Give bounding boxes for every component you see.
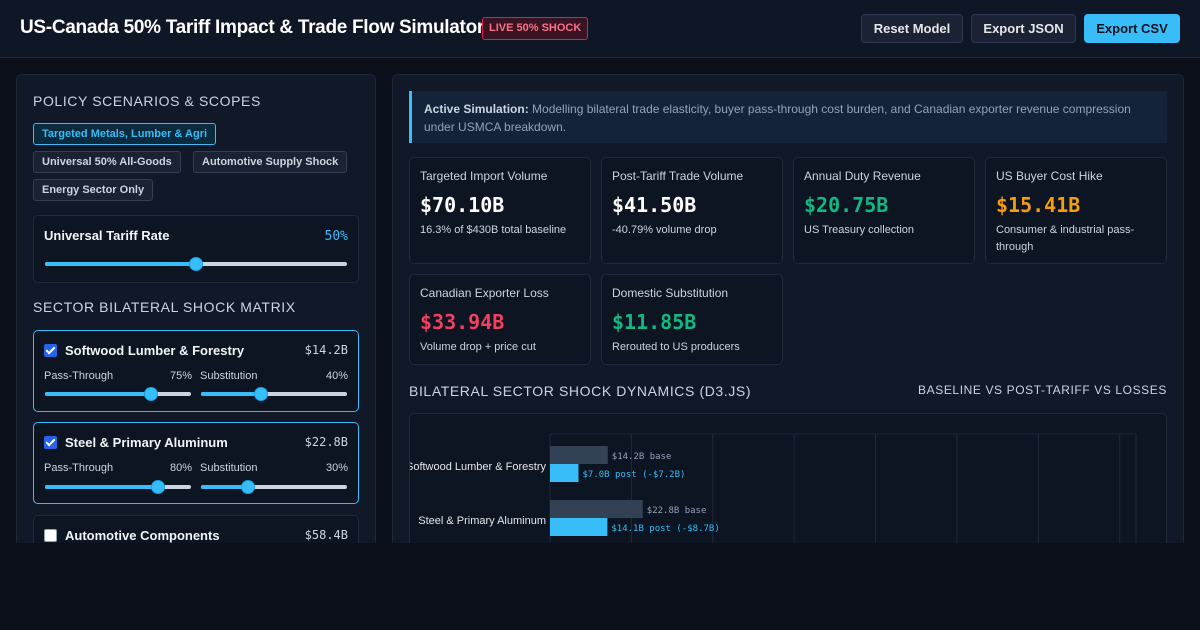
live-shock-badge: LIVE 50% SHOCK [482,17,589,40]
metric-label: Canadian Exporter Loss [420,286,549,300]
metric-label: Annual Duty Revenue [804,169,921,183]
chart-subtitle: BASELINE VS POST-TARIFF VS LOSSES [918,383,1167,397]
tariff-rate-control: Universal Tariff Rate 50% [33,215,359,283]
top-bar: US-Canada 50% Tariff Impact & Trade Flow… [0,0,1200,58]
simulation-banner-text: Active Simulation: Modelling bilateral t… [424,100,1144,136]
metric-card-buyer-cost: US Buyer Cost Hike $15.41B Consumer & in… [985,157,1167,264]
slider-fill [201,485,248,489]
sector-automotive-checkbox[interactable] [44,529,57,542]
chart-title: BILATERAL SECTOR SHOCK DYNAMICS (D3.JS) [409,383,752,399]
slider-thumb[interactable] [144,387,158,401]
export-csv-button[interactable]: Export CSV [1084,14,1180,43]
slider-track [201,485,347,489]
chart-data-label: $14.2B base [612,452,672,462]
sector-card-steel: Steel & Primary Aluminum $22.8B Pass-Thr… [33,422,359,504]
matrix-title: SECTOR BILATERAL SHOCK MATRIX [33,299,296,315]
scenarios-title: POLICY SCENARIOS & SCOPES [33,93,261,109]
simulation-banner: Active Simulation: Modelling bilateral t… [409,91,1167,143]
metric-note: Rerouted to US producers [612,341,740,353]
sector-steel-pass-label: Pass-Through [44,462,114,474]
slider-thumb[interactable] [150,480,165,494]
chart-bar [550,464,579,482]
chart-data-label: $7.0B post (-$7.2B) [582,470,685,480]
metric-label: US Buyer Cost Hike [996,169,1103,183]
metric-label: Post-Tariff Trade Volume [612,169,744,183]
metric-note: Consumer & industrial pass-through [996,224,1135,253]
sector-steel-pass-slider[interactable] [45,480,191,494]
metric-value: $11.85B [612,310,697,334]
shock-dynamics-chart: Softwood Lumber & Forestry $14.2B base $7.… [409,413,1167,543]
sector-lumber-name: Softwood Lumber & Forestry [65,343,245,358]
sector-lumber-pass-label: Pass-Through [44,370,114,382]
chart-bar [550,446,608,464]
metric-value: $33.94B [420,310,505,334]
slider-fill [45,485,158,489]
sector-lumber-value: $14.2B [304,343,348,357]
sector-lumber-sub-value: 40% [325,370,348,382]
sector-lumber-pass-value: 75% [169,370,192,382]
tariff-rate-slider-thumb[interactable] [189,257,203,271]
sector-lumber-checkbox[interactable] [44,344,57,357]
metric-note: 16.3% of $430B total baseline [420,224,567,236]
metric-card-exporter-loss: Canadian Exporter Loss $33.94B Volume dr… [409,274,591,365]
scenario-chip-energy[interactable]: Energy Sector Only [33,179,154,201]
sector-card-automotive: Automotive Components $58.4B [33,515,359,543]
reset-model-button[interactable]: Reset Model [861,14,963,43]
metric-card-duty-revenue: Annual Duty Revenue $20.75B US Treasury … [793,157,975,264]
metric-value: $70.10B [420,193,505,217]
tariff-rate-value: 50% [324,229,348,244]
metric-card-post-tariff: Post-Tariff Trade Volume $41.50B -40.79%… [601,157,783,264]
metric-note: Volume drop + price cut [420,341,536,353]
slider-thumb[interactable] [253,387,268,401]
sector-automotive-name: Automotive Components [65,528,220,543]
slider-thumb[interactable] [240,480,255,494]
chart-data-label: $22.8B base [647,506,707,516]
sector-lumber-pass-slider[interactable] [45,387,191,401]
chart-category-label: Softwood Lumber & Forestry [410,461,546,473]
banner-bold: Active Simulation: [424,102,529,116]
chart-svg: Softwood Lumber & Forestry $14.2B base $7.… [410,433,1137,543]
sector-steel-sub-slider[interactable] [201,480,347,494]
metric-value: $15.41B [996,193,1081,217]
slider-track [201,392,347,396]
metric-note: US Treasury collection [804,224,915,236]
sector-automotive-value: $58.4B [304,528,348,542]
sector-steel-sub-value: 30% [325,462,348,474]
slider-fill [45,392,151,396]
metric-card-substitution: Domestic Substitution $11.85B Rerouted t… [601,274,783,365]
sector-card-lumber: Softwood Lumber & Forestry $14.2B Pass-T… [33,330,359,412]
metric-value: $20.75B [804,193,889,217]
sector-steel-value: $22.8B [304,435,348,449]
metric-note: -40.79% volume drop [612,224,717,236]
tariff-rate-label: Universal Tariff Rate [44,228,170,243]
chart-bar [550,518,608,536]
sector-steel-name: Steel & Primary Aluminum [65,435,228,450]
scenario-chip-targeted[interactable]: Targeted Metals, Lumber & Agri [33,123,217,145]
metric-label: Targeted Import Volume [420,169,548,183]
results-panel: Active Simulation: Modelling bilateral t… [392,74,1184,543]
app-title: US-Canada 50% Tariff Impact & Trade Flow… [20,17,484,38]
tariff-rate-slider-fill [45,262,196,266]
metric-card-import-volume: Targeted Import Volume $70.10B 16.3% of … [409,157,591,264]
sector-lumber-sub-slider[interactable] [201,387,347,401]
slider-fill [201,392,261,396]
metric-label: Domestic Substitution [612,286,729,300]
content-viewport: POLICY SCENARIOS & SCOPES Targeted Metal… [0,58,1200,543]
scenario-chip-universal[interactable]: Universal 50% All-Goods [33,151,181,173]
chart-data-label: $14.1B post (-$8.7B) [611,524,719,534]
tariff-rate-slider[interactable] [45,257,347,271]
sector-steel-pass-value: 80% [169,462,192,474]
chart-bar [550,500,643,518]
sector-steel-checkbox[interactable] [44,436,57,449]
sector-steel-sub-label: Substitution [200,462,258,474]
sector-lumber-sub-label: Substitution [200,370,258,382]
banner-body: Modelling bilateral trade elasticity, bu… [424,102,1131,134]
metric-value: $41.50B [612,193,697,217]
control-panel: POLICY SCENARIOS & SCOPES Targeted Metal… [16,74,376,543]
scenario-chip-automotive[interactable]: Automotive Supply Shock [193,151,348,173]
export-json-button[interactable]: Export JSON [971,14,1076,43]
chart-category-label: Steel & Primary Aluminum [418,515,546,527]
